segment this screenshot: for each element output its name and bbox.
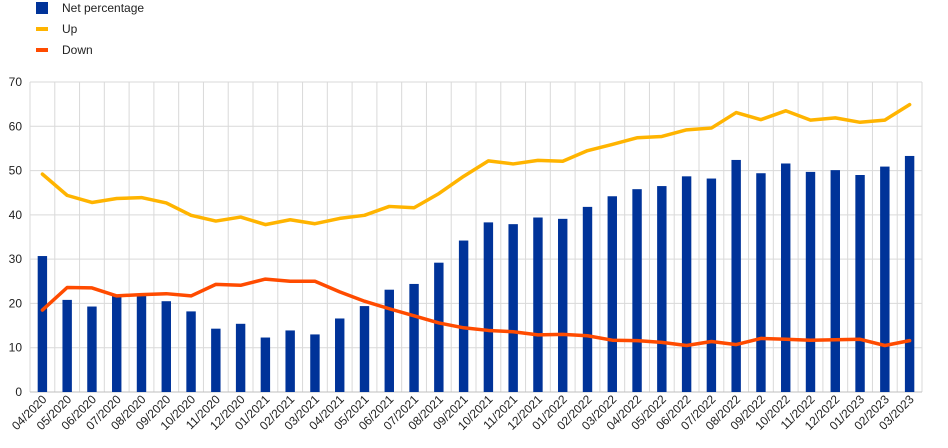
- legend-label-down: Down: [62, 43, 93, 57]
- bar-net-percentage: [186, 311, 196, 392]
- line-series: [40, 102, 912, 348]
- bar-net-percentage: [805, 171, 816, 392]
- bar-net-percentage: [582, 206, 593, 392]
- line-up: [40, 102, 912, 227]
- bar-net-percentage: [335, 318, 345, 392]
- bar-net-percentage: [681, 176, 692, 392]
- y-tick-label: 60: [9, 119, 23, 133]
- bar-net-percentage: [508, 224, 518, 392]
- bar-net-percentage: [37, 256, 48, 392]
- bar-net-percentage: [62, 299, 72, 392]
- bar-net-percentage: [235, 323, 246, 392]
- y-tick-label: 50: [9, 164, 23, 178]
- bar-net-percentage: [136, 294, 147, 392]
- bar-net-percentage: [607, 196, 617, 392]
- bar-net-percentage: [87, 306, 97, 392]
- bar-net-percentage: [359, 306, 370, 392]
- bar-net-percentage: [657, 186, 667, 392]
- bar-net-percentage: [632, 189, 642, 392]
- bar-net-percentage: [434, 262, 444, 392]
- legend-swatch-down: [36, 48, 48, 52]
- bar-net-percentage: [409, 283, 419, 392]
- bar-net-percentage: [880, 166, 890, 392]
- x-axis: 04/202005/202006/202007/202008/202009/20…: [9, 392, 917, 433]
- bar-net-percentage: [161, 301, 171, 392]
- y-tick-label: 10: [9, 341, 23, 355]
- bar-series: [37, 155, 915, 392]
- bar-net-percentage: [260, 337, 271, 392]
- y-axis: 0 10 20 30 40 50 60 70: [9, 75, 23, 399]
- bar-net-percentage: [285, 330, 295, 392]
- bar-net-percentage: [458, 240, 469, 392]
- bar-net-percentage: [558, 218, 568, 392]
- y-tick-label: 20: [9, 296, 23, 310]
- legend-swatch-up: [36, 27, 48, 31]
- y-tick-label: 30: [9, 252, 23, 266]
- line-down: [40, 277, 912, 348]
- y-tick-label: 70: [9, 75, 23, 89]
- bar-net-percentage: [706, 178, 717, 392]
- bar-net-percentage: [830, 170, 840, 392]
- bar-net-percentage: [756, 173, 766, 392]
- bar-net-percentage: [211, 328, 221, 392]
- bar-net-percentage: [904, 155, 915, 392]
- legend-label-net-percentage: Net percentage: [62, 1, 144, 15]
- bar-net-percentage: [310, 334, 320, 392]
- legend-label-up: Up: [62, 22, 78, 36]
- bar-net-percentage: [384, 289, 394, 392]
- bar-net-percentage: [533, 217, 543, 392]
- y-tick-label: 40: [9, 208, 23, 222]
- bar-net-percentage: [483, 222, 494, 392]
- bar-net-percentage: [855, 175, 865, 392]
- legend: Net percentage Up Down: [36, 1, 144, 57]
- bar-net-percentage: [112, 294, 122, 392]
- bar-net-percentage: [731, 159, 741, 392]
- legend-swatch-net-percentage: [36, 2, 48, 14]
- bar-net-percentage: [781, 163, 791, 392]
- y-tick-label: 0: [15, 385, 22, 399]
